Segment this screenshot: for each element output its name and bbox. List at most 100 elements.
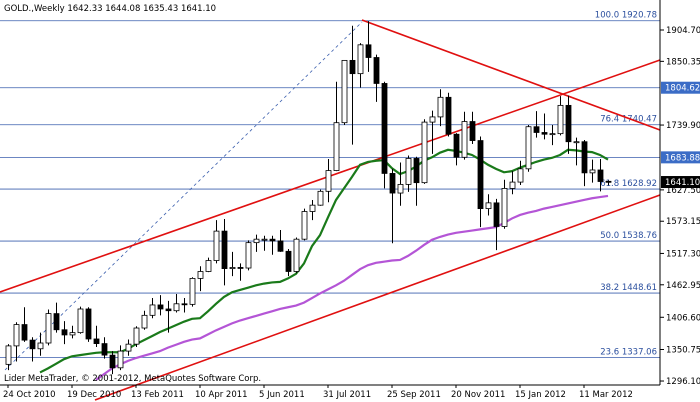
candle-body <box>93 338 100 344</box>
candle-body <box>221 230 228 270</box>
candle-body <box>365 44 372 58</box>
candle-body <box>269 238 276 242</box>
y-tick-label: 1573.15 <box>666 217 700 227</box>
y-tick-label: 1350.75 <box>666 345 700 355</box>
x-tick-label: 10 Apr 2011 <box>195 390 248 400</box>
current-price-label: 1641.10 <box>665 178 700 188</box>
y-tick-label: 1627.50 <box>666 186 700 196</box>
candle-body <box>325 170 332 192</box>
candle-body <box>437 96 444 118</box>
x-tick-label: 25 Sep 2011 <box>387 390 441 400</box>
chart-header: GOLD.,Weekly 1642.33 1644.08 1635.43 164… <box>4 4 216 14</box>
candle-body <box>189 278 196 305</box>
axis-layer: 1904.70 1850.35 1739.90 1627.50 1573.15 1517.… <box>3 26 700 400</box>
candle-body <box>413 158 420 184</box>
candle-body <box>61 329 68 336</box>
trend-line <box>94 194 661 401</box>
fibo-level: 38.2 <box>600 283 619 293</box>
y-tick-label: 1517.30 <box>666 249 700 259</box>
candle-body <box>277 240 284 252</box>
candle-body <box>309 204 316 212</box>
x-tick-label: 11 Mar 2012 <box>579 390 633 400</box>
candle-body <box>525 126 532 170</box>
x-tick-label: 5 Jun 2011 <box>259 390 305 400</box>
candle-body <box>493 202 500 227</box>
fibo-value: 1920.78 <box>622 11 657 21</box>
candle-body <box>117 350 124 369</box>
fibo-level: 50.0 <box>600 231 619 241</box>
candle-body <box>237 267 244 269</box>
ma-layer <box>39 148 609 381</box>
candle-body <box>373 57 380 84</box>
candle-body <box>461 121 468 158</box>
candle-body <box>445 96 452 135</box>
y-tick-label: 1739.90 <box>666 121 700 131</box>
candle-body <box>485 202 492 210</box>
candle-body <box>341 59 348 124</box>
candle-body <box>477 140 484 210</box>
high-value: 1644.08 <box>105 4 140 14</box>
candle-body <box>229 267 236 270</box>
level-label: 1683.88 <box>665 153 700 163</box>
low-value: 1635.43 <box>143 4 178 14</box>
candle-body <box>557 104 564 135</box>
fibo-value: 1538.76 <box>622 231 657 241</box>
candle-body <box>541 132 548 135</box>
candle-body <box>421 121 428 184</box>
candle-body <box>5 345 12 365</box>
candle-body <box>29 339 36 350</box>
candle-body <box>69 332 76 336</box>
candle-body <box>453 133 460 158</box>
fibo-level: 23.6 <box>600 347 619 357</box>
fibo-value: 1740.47 <box>622 115 657 125</box>
candle-body <box>261 238 268 241</box>
candle-body <box>37 342 44 350</box>
candle-body <box>293 238 300 272</box>
candle-body <box>149 304 156 316</box>
current-price-box <box>661 176 700 189</box>
candle-body <box>53 313 60 331</box>
candle-body <box>285 250 292 272</box>
candle-body <box>45 313 52 344</box>
candle-body <box>549 133 556 136</box>
y-tick-label: 1904.70 <box>666 26 700 36</box>
candle-body <box>165 308 172 312</box>
fibo-label: 23.6 1337.06 <box>600 347 657 357</box>
y-tick-label: 1296.10 <box>666 377 700 387</box>
candle-body <box>581 141 588 174</box>
watermark: Lider MetaTrader, © 2001-2012, MetaQuote… <box>4 374 261 384</box>
x-tick-label: 19 Dec 2010 <box>67 390 121 400</box>
fibo-level: 100.0 <box>595 11 619 21</box>
candle-body <box>197 271 204 279</box>
candle-body <box>565 104 572 143</box>
candle-body <box>101 343 108 356</box>
open-value: 1642.33 <box>67 4 102 14</box>
candle-body <box>85 308 92 340</box>
candle-body <box>213 230 220 261</box>
symbol: GOLD.,Weekly <box>4 4 65 14</box>
candle-body <box>573 141 580 144</box>
candle-body <box>333 122 340 171</box>
candles-layer <box>5 21 612 375</box>
moving-average <box>39 148 609 374</box>
candle-body <box>21 324 28 341</box>
candle-body <box>517 168 524 183</box>
candle-body <box>389 173 396 194</box>
x-tick-label: 24 Oct 2010 <box>3 390 56 400</box>
candle-body <box>125 343 132 352</box>
candle-body <box>405 158 412 185</box>
fibo-baseline <box>4 21 363 371</box>
y-tick-label: 1462.95 <box>666 281 700 291</box>
candle-body <box>173 303 180 312</box>
candle-body <box>301 211 308 240</box>
fibo-layer: 100.0 1920.78 76.4 1740.47 61.8 1628.92 50.… <box>0 11 660 358</box>
candle-body <box>181 303 188 306</box>
candle-body <box>141 314 148 329</box>
candle-body <box>253 238 260 244</box>
candle-body <box>205 260 212 272</box>
candle-body <box>157 304 164 310</box>
candle-body <box>109 354 116 369</box>
candle-body <box>429 116 436 123</box>
fibo-level: 61.8 <box>600 179 619 189</box>
